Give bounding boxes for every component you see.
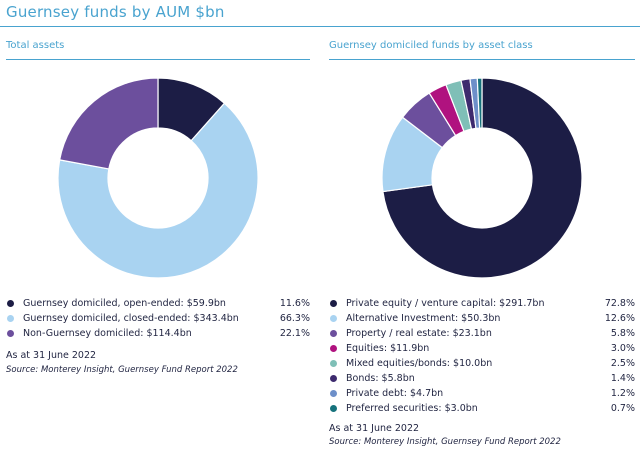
legend-label: Guernsey domiciled, open-ended: $59.9bn — [23, 298, 226, 309]
asset-class-donut-chart — [381, 77, 583, 279]
slice-private-equity-venture-capital — [382, 77, 583, 279]
legend-item: Property / real estate: $23.1bn 5.8% — [329, 326, 635, 341]
legend-label: Private debt: $4.7bn — [346, 388, 444, 399]
legend-item: Mixed equities/bonds: $10.0bn 2.5% — [329, 356, 635, 371]
legend-percentage: 12.6% — [604, 313, 635, 324]
legend-swatch — [7, 315, 14, 322]
slice-non-guernsey-domiciled — [58, 77, 159, 170]
source-note: Source: Monterey Insight, Guernsey Fund … — [6, 365, 238, 375]
legend-item: Private debt: $4.7bn 1.2% — [329, 386, 635, 401]
legend-item: Preferred securities: $3.0bn 0.7% — [329, 401, 635, 416]
legend-label: Bonds: $5.8bn — [346, 373, 415, 384]
legend-label: Equities: $11.9bn — [346, 343, 430, 354]
legend-swatch — [7, 300, 14, 307]
legend-label: Alternative Investment: $50.3bn — [346, 313, 501, 324]
legend-percentage: 66.3% — [279, 313, 310, 324]
legend-label: Property / real estate: $23.1bn — [346, 328, 492, 339]
legend-label: Non-Guernsey domiciled: $114.4bn — [23, 328, 192, 339]
panel-divider — [6, 59, 310, 60]
legend-label: Preferred securities: $3.0bn — [346, 403, 478, 414]
total-assets-legend: Guernsey domiciled, open-ended: $59.9bn 1… — [6, 296, 310, 341]
legend-swatch — [7, 330, 14, 337]
panel-divider — [329, 59, 635, 60]
panel-title: Guernsey domiciled funds by asset class — [329, 40, 533, 51]
legend-swatch — [330, 300, 337, 307]
panel-title: Total assets — [6, 40, 65, 51]
legend-item: Non-Guernsey domiciled: $114.4bn 22.1% — [6, 326, 310, 341]
total-assets-donut-chart — [57, 77, 259, 279]
legend-percentage: 11.6% — [279, 298, 310, 309]
legend-percentage: 1.4% — [610, 373, 635, 384]
legend-swatch — [330, 315, 337, 322]
legend-percentage: 3.0% — [610, 343, 635, 354]
page-title: Guernsey funds by AUM $bn — [6, 3, 225, 21]
legend-item: Equities: $11.9bn 3.0% — [329, 341, 635, 356]
legend-percentage: 1.2% — [610, 388, 635, 399]
legend-item: Guernsey domiciled, closed-ended: $343.4… — [6, 311, 310, 326]
legend-label: Mixed equities/bonds: $10.0bn — [346, 358, 493, 369]
legend-swatch — [330, 345, 337, 352]
legend-swatch — [330, 405, 337, 412]
slice-preferred-securities — [476, 77, 483, 129]
legend-item: Guernsey domiciled, open-ended: $59.9bn 1… — [6, 296, 310, 311]
asset-class-legend: Private equity / venture capital: $291.7… — [329, 296, 635, 416]
legend-percentage: 22.1% — [279, 328, 310, 339]
slice-guernsey-domiciled-closed-ended — [57, 102, 259, 279]
legend-label: Private equity / venture capital: $291.7… — [346, 298, 545, 309]
as-at-date: As at 31 June 2022 — [6, 350, 97, 361]
source-note: Source: Monterey Insight, Guernsey Fund … — [329, 437, 561, 447]
title-divider — [0, 26, 640, 27]
legend-item: Alternative Investment: $50.3bn 12.6% — [329, 311, 635, 326]
legend-swatch — [330, 360, 337, 367]
legend-item: Private equity / venture capital: $291.7… — [329, 296, 635, 311]
legend-item: Bonds: $5.8bn 1.4% — [329, 371, 635, 386]
legend-swatch — [330, 390, 337, 397]
legend-swatch — [330, 330, 337, 337]
legend-percentage: 2.5% — [610, 358, 635, 369]
legend-percentage: 5.8% — [610, 328, 635, 339]
legend-percentage: 72.8% — [604, 298, 635, 309]
as-at-date: As at 31 June 2022 — [329, 423, 420, 434]
legend-swatch — [330, 375, 337, 382]
legend-label: Guernsey domiciled, closed-ended: $343.4… — [23, 313, 239, 324]
legend-percentage: 0.7% — [610, 403, 635, 414]
